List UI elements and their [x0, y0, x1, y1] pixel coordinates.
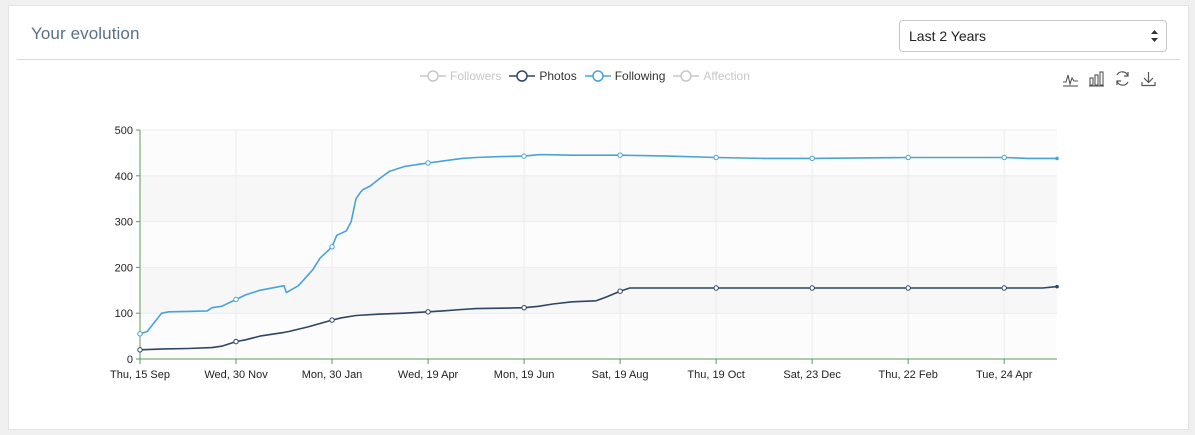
x-tick-label: Sat, 23 Dec	[783, 369, 841, 381]
y-tick-label: 100	[115, 308, 133, 320]
y-tick-label: 200	[115, 262, 133, 274]
data-point-photos	[137, 347, 143, 353]
download-icon[interactable]	[1140, 70, 1157, 87]
legend-following[interactable]: Following	[584, 69, 666, 83]
legend-affection[interactable]: Affection	[673, 69, 750, 83]
data-point-photos	[809, 285, 815, 291]
data-point-photos	[905, 285, 911, 291]
data-point-following	[137, 331, 143, 337]
series-line-photos	[139, 285, 1058, 351]
chart-band	[140, 313, 1057, 359]
data-point-following	[809, 155, 815, 162]
data-point-photos	[233, 338, 239, 345]
date-range-select[interactable]: Last 2 Years	[899, 20, 1167, 52]
x-tick-label: Wed, 19 Apr	[398, 369, 459, 381]
restore-icon[interactable]	[1114, 70, 1131, 87]
x-tick-label: Thu, 15 Sep	[110, 369, 170, 381]
line-chart-icon[interactable]	[1062, 70, 1079, 87]
data-point-photos	[713, 285, 719, 291]
legend-photos-label: Photos	[539, 69, 577, 83]
select-arrows-icon	[1151, 30, 1158, 42]
legend-photos[interactable]: Photos	[509, 69, 577, 83]
data-point-photos	[617, 288, 623, 294]
data-point-photos	[521, 305, 527, 311]
legend-followers[interactable]: Followers	[420, 69, 501, 83]
bar-chart-icon[interactable]	[1088, 70, 1105, 87]
data-point-end-following	[1055, 156, 1059, 161]
data-point-following	[905, 154, 911, 161]
legend-following-marker-icon	[584, 70, 611, 82]
data-point-following	[521, 153, 527, 159]
data-point-following	[1001, 154, 1007, 161]
y-tick-label: 0	[127, 354, 133, 366]
chart-band	[140, 175, 1057, 222]
data-point-end-photos	[1055, 284, 1059, 289]
data-point-photos	[1001, 285, 1007, 291]
x-tick-label: Mon, 19 Jun	[494, 369, 555, 381]
chart-band	[140, 221, 1057, 268]
panel-title: Your evolution	[31, 24, 140, 43]
y-tick-label: 400	[115, 171, 133, 183]
x-tick-label: Mon, 30 Jan	[302, 369, 363, 381]
chart-band	[140, 130, 1057, 176]
legend-followers-marker-icon	[420, 70, 446, 82]
x-tick-label: Thu, 19 Oct	[687, 369, 744, 381]
data-point-following	[617, 152, 623, 158]
x-tick-label: Sat, 19 Aug	[592, 369, 649, 381]
y-tick-label: 300	[115, 217, 133, 229]
chart-toolbox	[1062, 70, 1157, 87]
y-tick-label: 500	[115, 125, 133, 137]
x-tick-label: Wed, 30 Nov	[204, 369, 268, 381]
legend-photos-marker-icon	[509, 70, 536, 82]
data-point-following	[329, 244, 335, 250]
chart-legend: Followers Photos Following Affection	[420, 67, 750, 85]
data-point-following	[233, 296, 239, 303]
legend-affection-marker-icon	[673, 70, 700, 82]
series-line-following	[139, 153, 1057, 335]
chart-band	[140, 267, 1057, 314]
data-point-following	[713, 154, 719, 161]
data-point-photos	[425, 309, 431, 315]
legend-followers-label: Followers	[450, 69, 502, 83]
x-tick-label: Thu, 22 Feb	[879, 369, 938, 381]
legend-affection-label: Affection	[703, 69, 750, 83]
header-divider	[17, 59, 1180, 60]
legend-following-label: Following	[614, 69, 666, 83]
date-range-value: Last 2 Years	[909, 28, 987, 44]
data-point-photos	[329, 317, 335, 323]
x-tick-label: Tue, 24 Apr	[976, 369, 1033, 381]
data-point-following	[425, 160, 431, 166]
